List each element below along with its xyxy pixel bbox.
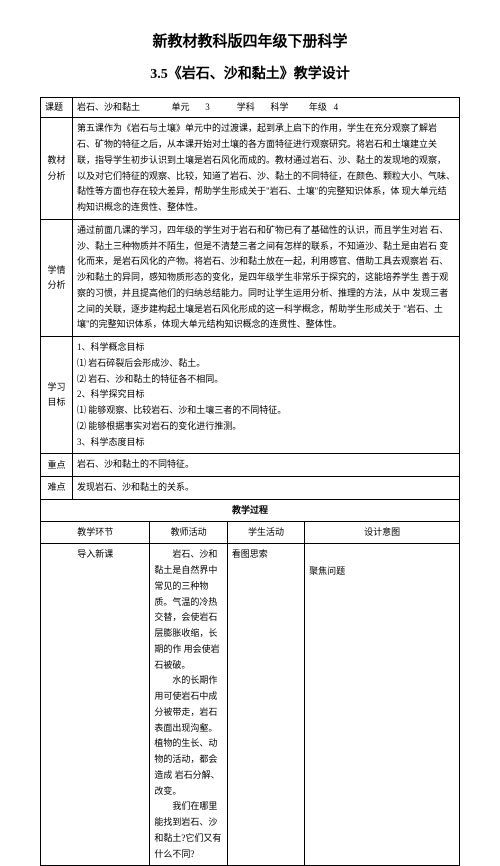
- process-header-row: 教学环节 教师活动 学生活动 设计意图: [41, 522, 460, 544]
- goal1-1: ⑴ 岩石碎裂后会形成沙、黏土。: [77, 356, 455, 372]
- intro-row: 导入新课 岩石、沙和黏土是自然界中常见的三种物质。气温的冷热交替，会使岩石层膨胀…: [41, 544, 460, 866]
- material-content: 第五课作为《岩石与土壤》单元中的过渡课，起到承上启下的作用，学生在充分观察了解岩…: [73, 118, 460, 220]
- intro-design: 聚焦问题: [305, 544, 460, 866]
- learning-content: 通过前面几课的学习，四年级的学生对于岩石和矿物已有了基础性的认识，而且学生对岩 …: [73, 219, 460, 336]
- intro-label: 导入新课: [41, 544, 150, 866]
- goal2-1: ⑴ 能够观察、比较岩石、沙和土壤三者的不同特征。: [77, 403, 455, 419]
- goals-row: 学习目标 1、科学概念目标 ⑴ 岩石碎裂后会形成沙、黏土。 ⑵ 岩石、沙和黏土的…: [41, 337, 460, 454]
- material-row: 教材分析 第五课作为《岩石与土壤》单元中的过渡课，起到承上启下的作用，学生在充分…: [41, 118, 460, 220]
- topic-value: 岩石、沙和黏土: [77, 102, 140, 112]
- key-content: 岩石、沙和黏土的不同特征。: [73, 454, 460, 477]
- process-title: 教学过程: [41, 499, 460, 521]
- goal1-title: 1、科学概念目标: [77, 340, 455, 356]
- grade-label: 年级: [309, 102, 327, 112]
- col-env: 教学环节: [41, 522, 150, 544]
- unit-label: 单元: [172, 102, 190, 112]
- diff-content: 发现岩石、沙和黏土的关系。: [73, 477, 460, 500]
- intro-p3: 我们在哪里能找到岩石、沙和黏土?它们又有 什么不同?: [154, 799, 222, 862]
- intro-p1: 岩石、沙和黏土是自然界中常见的三种物质。气温的冷热交替，会使岩石层膨胀收缩，长期…: [154, 547, 222, 673]
- key-row: 重点 岩石、沙和黏土的不同特征。: [41, 454, 460, 477]
- key-label: 重点: [41, 454, 73, 477]
- process-title-row: 教学过程: [41, 499, 460, 521]
- header-row: 课题 岩石、沙和黏土 单元 3 学科 科学 年级 4: [41, 98, 460, 118]
- goal3-title: 3、科学态度目标: [77, 435, 455, 451]
- goals-content: 1、科学概念目标 ⑴ 岩石碎裂后会形成沙、黏土。 ⑵ 岩石、沙和黏土的特征各不相…: [73, 337, 460, 454]
- learning-row: 学情分析 通过前面几课的学习，四年级的学生对于岩石和矿物已有了基础性的认识，而且…: [41, 219, 460, 336]
- goal1-2: ⑵ 岩石、沙和黏土的特征各不相同。: [77, 372, 455, 388]
- col-student: 学生活动: [227, 522, 304, 544]
- sub-title: 3.5《岩石、沙和黏土》教学设计: [40, 63, 460, 83]
- subject-label: 学科: [237, 102, 255, 112]
- col-design: 设计意图: [305, 522, 460, 544]
- diff-row: 难点 发现岩石、沙和黏土的关系。: [41, 477, 460, 500]
- intro-student: 看图思索: [227, 544, 304, 866]
- intro-teacher: 岩石、沙和黏土是自然界中常见的三种物质。气温的冷热交替，会使岩石层膨胀收缩，长期…: [150, 544, 227, 866]
- header-content: 岩石、沙和黏土 单元 3 学科 科学 年级 4: [73, 98, 460, 118]
- learning-label: 学情分析: [41, 219, 73, 336]
- main-title: 新教材教科版四年级下册科学: [40, 30, 460, 51]
- grade-value: 4: [334, 102, 339, 112]
- goal2-2: ⑵ 能够根据事实对岩石的变化进行推测。: [77, 419, 455, 435]
- subject-value: 科学: [271, 102, 289, 112]
- goal2-title: 2、科学探究目标: [77, 387, 455, 403]
- col-teacher: 教师活动: [150, 522, 227, 544]
- topic-label: 课题: [41, 98, 73, 118]
- intro-p2: 水的长期作用可使岩石中成分被带走，岩石表面出现沟壑。植物的生长、动物的活动，都会…: [154, 673, 222, 799]
- goals-label: 学习目标: [41, 337, 73, 454]
- material-label: 教材分析: [41, 118, 73, 220]
- lesson-table: 课题 岩石、沙和黏土 单元 3 学科 科学 年级 4 教材分析 第五课作为《岩石…: [40, 97, 460, 866]
- unit-value: 3: [205, 102, 210, 112]
- diff-label: 难点: [41, 477, 73, 500]
